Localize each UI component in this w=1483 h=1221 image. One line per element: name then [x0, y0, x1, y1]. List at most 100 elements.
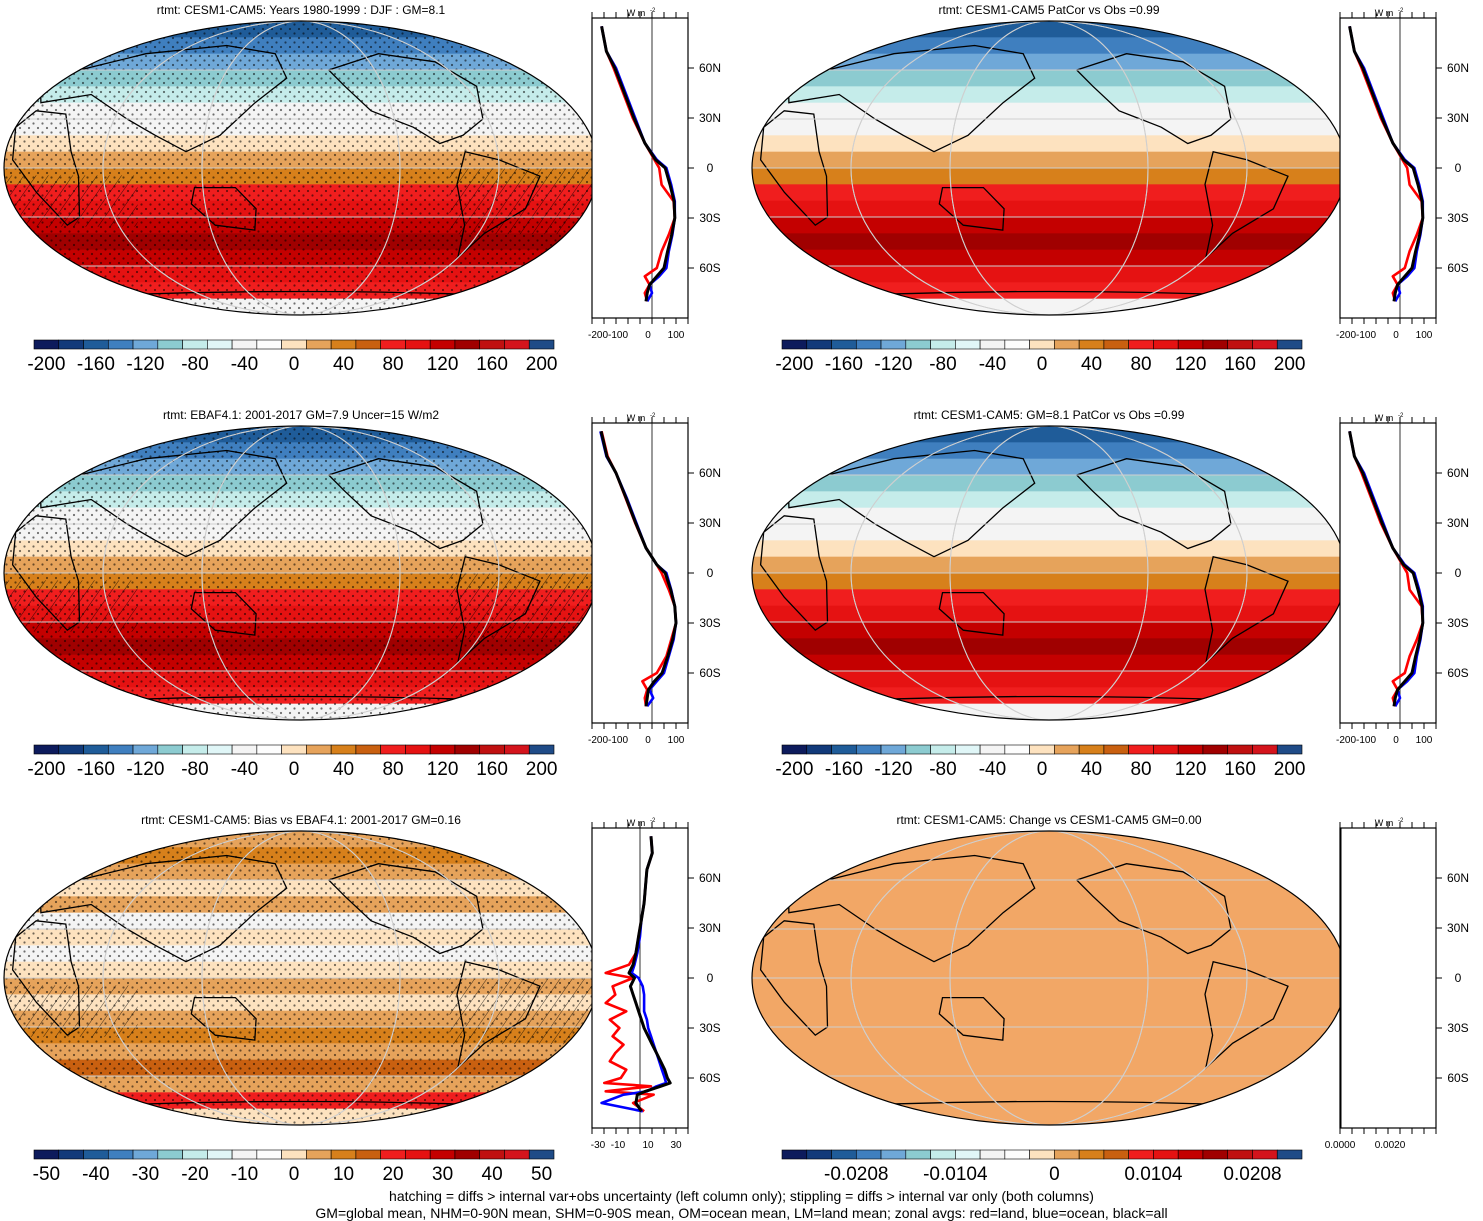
- colorbar-tick-label: -200: [775, 354, 813, 375]
- colorbar-box: [306, 1149, 332, 1160]
- colorbar-tick-label: 160: [1224, 759, 1256, 780]
- colorbar-tick-label: -120: [874, 354, 912, 375]
- colorbar-box: [979, 1149, 1006, 1160]
- zonal-series-group: [600, 26, 677, 302]
- zonal-series-group: [1348, 26, 1425, 302]
- coast-eurasia: [787, 449, 1036, 558]
- graticule: [4, 426, 598, 720]
- colorbar-tick-label: -120: [874, 759, 912, 780]
- colorbar-box: [306, 744, 332, 755]
- map-band: [752, 622, 1346, 640]
- panel-title: rtmt: CESM1-CAM5: GM=8.1 PatCor vs Obs =…: [914, 408, 1185, 422]
- colorbar-box: [132, 744, 159, 755]
- coast-eurasia: [39, 44, 288, 153]
- zonal-x-tick-label: -200: [1336, 330, 1356, 341]
- colorbar-tick-label: 10: [333, 1164, 354, 1185]
- map-field: [752, 831, 1346, 1125]
- graticule: [752, 831, 1346, 1125]
- zonal-lat-label: 30N: [1447, 921, 1469, 935]
- coast-eurasia: [787, 44, 1036, 153]
- colorbar-box: [1078, 744, 1105, 755]
- colorbar-tick-label: 120: [427, 759, 459, 780]
- zonal-series-group: [600, 836, 672, 1113]
- colorbar-tick-label: -160: [77, 759, 115, 780]
- colorbar-box: [330, 744, 357, 755]
- colorbar-box: [231, 339, 258, 350]
- zonal-lat-label: 60S: [1447, 666, 1468, 680]
- colorbar-box: [528, 339, 555, 350]
- map-band: [752, 184, 1346, 202]
- colorbar-box: [207, 339, 233, 350]
- colorbar-box: [880, 744, 907, 755]
- map-band: [752, 266, 1346, 284]
- colorbar-box: [281, 744, 307, 755]
- colorbar-box: [107, 1149, 134, 1160]
- colorbar-tick-label: 120: [1175, 354, 1207, 375]
- map-band: [752, 524, 1346, 542]
- zonal-x-tick-label: 0.0000: [1325, 1140, 1356, 1151]
- map-band: [752, 556, 1346, 574]
- zonal-lat-label: 30N: [699, 516, 721, 530]
- map-band: [752, 53, 1346, 71]
- colorbar-box: [1029, 339, 1055, 350]
- colorbar-tick-label: -40: [979, 354, 1006, 375]
- panel-change: rtmt: CESM1-CAM5: Change vs CESM1-CAM5 G…: [751, 813, 1469, 1185]
- colorbar-box: [1227, 744, 1253, 755]
- coast-eurasia: [39, 854, 288, 963]
- colorbar-tick-label: 160: [476, 354, 508, 375]
- colorbar-box: [207, 744, 233, 755]
- colorbar-box: [1029, 744, 1055, 755]
- colorbar-box: [880, 1149, 907, 1160]
- panel-model: rtmt: CESM1-CAM5: Years 1980-1999 : DJF …: [3, 3, 721, 375]
- coast-north-america: [327, 458, 484, 550]
- panel-title: rtmt: CESM1-CAM5 PatCor vs Obs =0.99: [938, 3, 1159, 17]
- colorbar-box: [157, 339, 183, 350]
- colorbar-tick-label: 0: [1049, 1164, 1060, 1185]
- map-band: [752, 573, 1346, 591]
- zonal-x-tick-label: -10: [611, 1140, 626, 1151]
- colorbar-tick-label: -40: [231, 759, 258, 780]
- colorbar-tick-label: -200: [27, 759, 65, 780]
- colorbar-box: [831, 744, 857, 755]
- colorbar-box: [1078, 1149, 1105, 1160]
- colorbar-box: [1128, 1149, 1154, 1160]
- colorbar-box: [905, 1149, 931, 1160]
- colorbar-tick-label: -0.0208: [824, 1164, 888, 1185]
- graticule: [4, 831, 598, 1125]
- colorbar-box: [256, 339, 282, 350]
- zonal-lat-label: 30N: [699, 111, 721, 125]
- graticule-lon: [201, 21, 401, 315]
- colorbar-box: [1128, 339, 1154, 350]
- colorbar-box: [380, 339, 406, 350]
- zonal-x-tick-label: -30: [591, 1140, 606, 1151]
- colorbar-box: [855, 744, 882, 755]
- colorbar-tick-label: 40: [333, 354, 354, 375]
- colorbar-box: [504, 1149, 530, 1160]
- colorbar: -0.0208 -0.0104 0 0.0104 0.0208: [781, 1149, 1303, 1185]
- map-band: [752, 507, 1346, 525]
- graticule: [752, 426, 1346, 720]
- coast-south-america: [456, 150, 541, 260]
- colorbar-box: [281, 1149, 307, 1160]
- footer-line-2: GM=global mean, NHM=0-90N mean, SHM=0-90…: [315, 1205, 1168, 1221]
- zonal-lat-label: 0: [1455, 161, 1462, 175]
- colorbar-box: [880, 339, 907, 350]
- hatch-overlay: [4, 175, 138, 227]
- colorbar-box: [330, 339, 357, 350]
- zonal-series-black: [600, 26, 677, 302]
- zonal-lat-label: 60N: [1447, 61, 1469, 75]
- zonal-unit-label: W m: [627, 8, 646, 18]
- zonal-x-tick-label: 0: [1393, 735, 1399, 746]
- coast-south-america: [1204, 555, 1289, 665]
- colorbar-box: [182, 1149, 208, 1160]
- colorbar-box: [429, 744, 456, 755]
- map-band: [752, 37, 1346, 55]
- map-band: [752, 86, 1346, 104]
- map-band: [752, 151, 1346, 169]
- map-band: [752, 249, 1346, 267]
- graticule-lon: [201, 831, 401, 1125]
- graticule-lon: [850, 831, 1248, 1125]
- colorbar-tick-label: 200: [526, 354, 558, 375]
- colorbar-box: [806, 744, 832, 755]
- colorbar-box: [781, 339, 808, 350]
